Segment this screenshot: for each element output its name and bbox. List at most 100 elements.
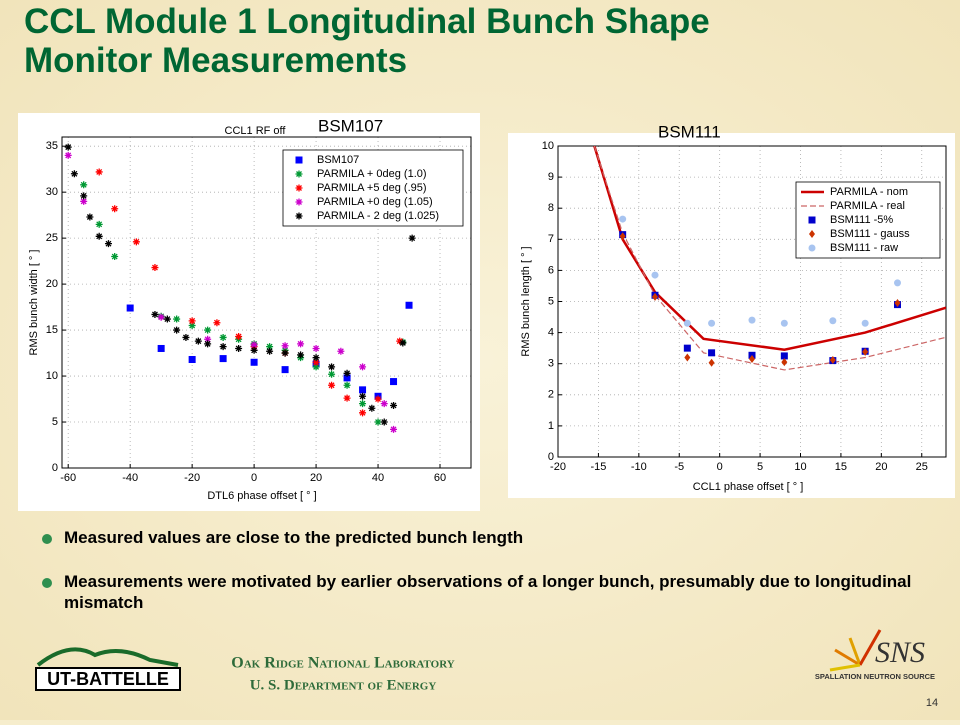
data-point [95,232,103,240]
data-point [652,292,658,301]
y-tick-label: 10 [46,370,58,382]
slide-title: CCL Module 1 Longitudinal Bunch Shape Mo… [24,2,710,80]
data-point [250,346,258,354]
data-point [862,347,869,356]
legend-label: BSM111 - gauss [830,228,910,240]
data-point [684,353,691,362]
data-point [359,400,367,408]
y-tick-label: 30 [46,186,58,198]
bullets-box: Measured values are close to the predict… [64,528,911,612]
title-box: CCL Module 1 Longitudinal Bunch Shape Mo… [24,2,710,80]
data-point [95,168,103,176]
left-logo: UT-BATTELLE [47,669,169,689]
bullet-dot [42,534,52,544]
legend-label: PARMILA +0 deg (1.05) [317,196,433,208]
data-point [111,253,119,261]
data-point [780,319,788,327]
data-point [250,358,258,366]
chart-label: BSM111 [658,122,721,141]
data-point [204,335,212,343]
data-point [359,386,367,394]
x-tick-label: 20 [875,461,887,473]
data-point [80,181,88,189]
data-point [266,347,274,355]
data-point [619,232,626,241]
data-point [281,342,289,350]
y-tick-label: 5 [548,295,554,307]
x-tick-label: 0 [251,472,257,484]
data-point [708,319,716,327]
data-point [281,366,289,374]
data-point [297,340,305,348]
data-point [380,400,388,408]
y-axis-label: RMS bunch width [ ° ] [28,250,40,356]
data-point [104,240,112,248]
data-point [235,333,243,341]
data-point [683,319,691,327]
data-point [219,333,227,341]
y-tick-label: 20 [46,278,58,290]
data-point [194,337,202,345]
data-point [132,238,140,246]
data-point [312,344,320,352]
data-point [359,363,367,371]
y-tick-label: 35 [46,140,58,152]
data-point [173,326,181,334]
legend-box [282,149,464,227]
data-point [374,395,382,403]
legend-swatch [295,156,303,164]
x-axis-label: DTL6 phase offset [ ° ] [207,490,316,502]
data-point [781,358,788,367]
data-point [343,381,351,389]
data-point [173,315,181,323]
plot-frame [557,145,947,458]
right-logo: SNS [875,636,925,669]
legend-box [795,181,941,259]
y-tick-label: 2 [548,389,554,401]
y-tick-label: 4 [548,327,554,339]
legend-swatch [295,198,303,206]
y-tick-label: 1 [548,420,554,432]
x-tick-label: -60 [60,472,76,484]
data-point [651,271,659,279]
data-point [297,351,305,359]
x-tick-label: -10 [631,461,647,473]
y-tick-label: 6 [548,264,554,276]
x-tick-label: 0 [717,461,723,473]
data-point [359,392,367,400]
legend-swatch [808,216,816,224]
data-point [151,264,159,272]
data-point [151,310,159,318]
x-tick-label: 15 [835,461,847,473]
data-point [708,358,715,367]
data-point [188,321,196,329]
data-point [219,343,227,351]
x-tick-label: -20 [184,472,200,484]
data-point [405,301,413,309]
data-point [619,215,627,223]
data-point [80,192,88,200]
x-tick-label: -15 [590,461,606,473]
data-point [368,404,376,412]
x-tick-label: 40 [372,472,384,484]
y-tick-label: 9 [548,171,554,183]
x-tick-label: -5 [674,461,684,473]
data-point [213,319,221,327]
y-tick-label: 3 [548,358,554,370]
data-point [829,355,836,364]
data-point [204,326,212,334]
data-point [188,356,196,364]
data-point [312,354,320,362]
y-tick-label: 0 [548,451,554,463]
data-point [312,363,320,371]
data-point [343,374,351,382]
y-tick-label: 25 [46,232,58,244]
legend-swatch [295,170,303,178]
data-point [328,381,336,389]
y-tick-label: 8 [548,202,554,214]
legend-label: PARMILA - real [830,200,905,212]
x-tick-label: 25 [916,461,928,473]
data-point [390,425,398,433]
lab-name: Oak Ridge National Laboratory [231,655,455,672]
